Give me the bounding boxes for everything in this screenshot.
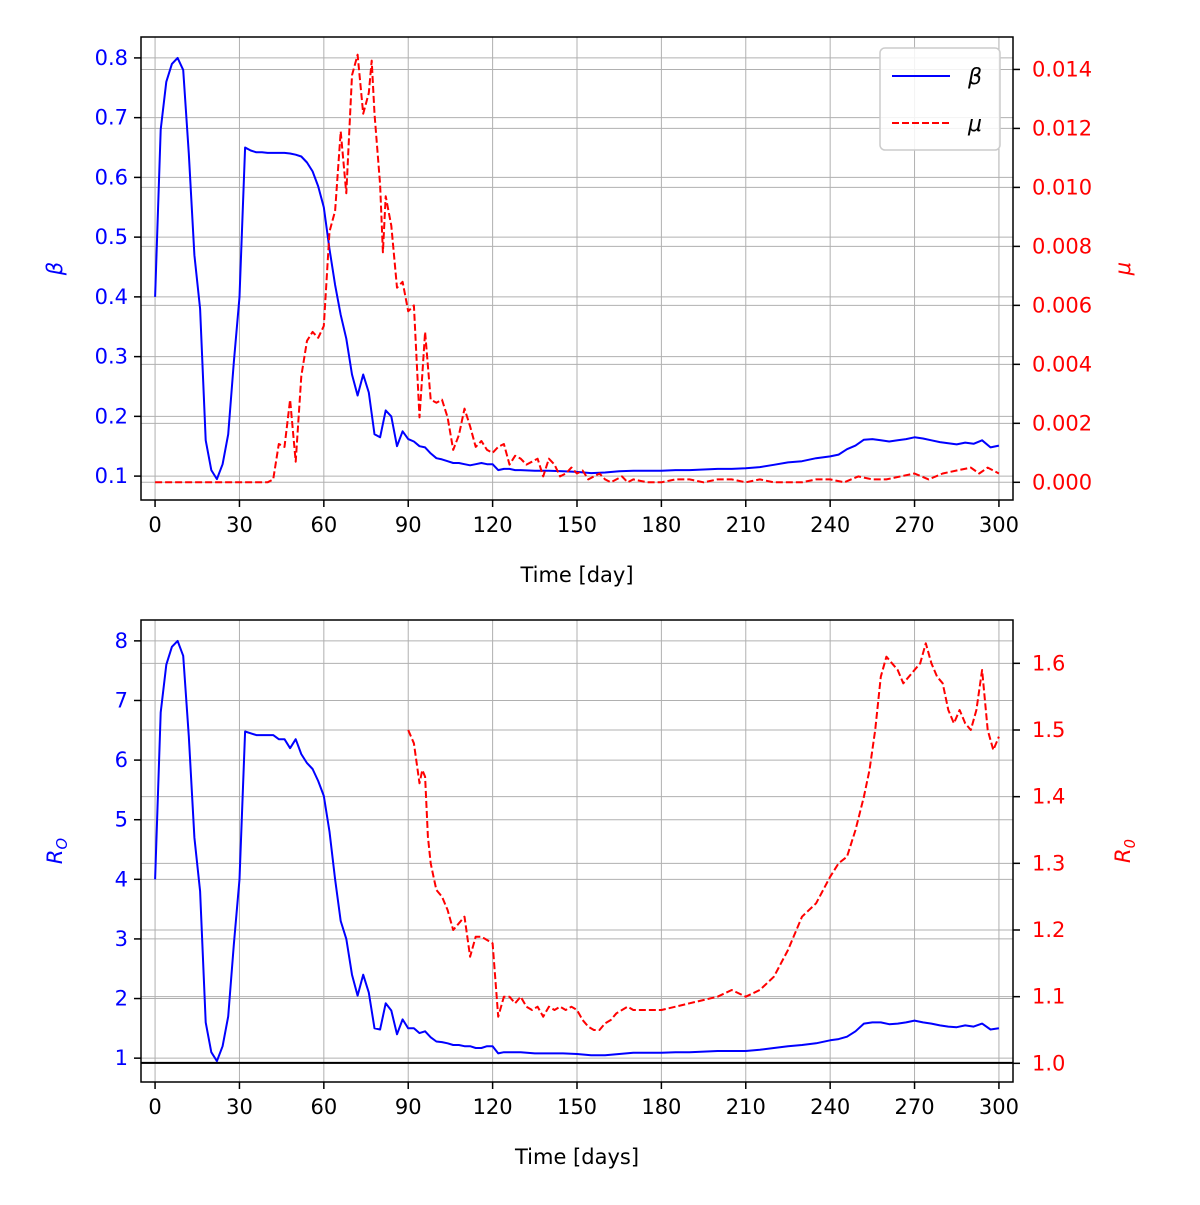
x-tick-label: 90 — [395, 513, 422, 537]
y-tick-label-left: 0.7 — [95, 106, 128, 130]
x-tick-label: 180 — [641, 513, 681, 537]
y-tick-label-left: 8 — [115, 629, 128, 653]
y-tick-label-right: 1.6 — [1032, 651, 1065, 675]
x-axis-label: Time [days] — [514, 1145, 639, 1169]
x-tick-label: 120 — [473, 513, 513, 537]
x-tick-label: 210 — [726, 1095, 766, 1119]
y-axis-label-left: β — [43, 262, 67, 276]
y-tick-label-right: 0.012 — [1032, 116, 1092, 140]
y-axis-label-right: μ — [1111, 262, 1135, 276]
x-tick-label: 150 — [557, 1095, 597, 1119]
x-tick-label: 270 — [895, 513, 935, 537]
legend-label: μ — [967, 112, 982, 137]
series-line-left — [154, 639, 1000, 1063]
x-tick-label: 60 — [310, 513, 337, 537]
y-tick-label-left: 3 — [115, 927, 128, 951]
y-tick-label-left: 2 — [115, 987, 128, 1011]
y-tick-label-right: 1.1 — [1032, 985, 1065, 1009]
series-line-right — [155, 53, 1000, 484]
y-tick-label-right: 1.5 — [1032, 718, 1065, 742]
y-tick-label-left: 6 — [115, 748, 128, 772]
chart-panel-1: 0 30 60 90 120 150 180 210 240 270 300 0.1 0.2 0.3 0.4… — [43, 36, 1135, 587]
y-tick-label-right: 0.002 — [1032, 411, 1092, 435]
y-tick-label-left: 1 — [115, 1046, 128, 1070]
y-tick-label-right: 1.2 — [1032, 918, 1065, 942]
y-tick-label-left: 4 — [115, 867, 128, 891]
chart-panel-2: 0 30 60 90 120 150 180 210 240 270 300 1 2 3 4 5 6 7 8 1.0 1… — [43, 619, 1139, 1169]
y-tick-label-right: 0.010 — [1032, 175, 1092, 199]
x-tick-label: 270 — [895, 1095, 935, 1119]
x-tick-label: 240 — [810, 1095, 850, 1119]
x-tick-label: 150 — [557, 513, 597, 537]
x-tick-label: 240 — [810, 513, 850, 537]
y-tick-label-right: 0.004 — [1032, 352, 1092, 376]
x-tick-label: 30 — [226, 513, 253, 537]
y-tick-label-right: 1.4 — [1032, 785, 1065, 809]
legend-box — [879, 47, 1001, 151]
y-axis-label-right: R0 — [1111, 839, 1139, 863]
y-tick-label-left: 0.4 — [95, 285, 128, 309]
y-tick-label-left: 0.1 — [95, 464, 128, 488]
y-tick-label-left: 0.3 — [95, 345, 128, 369]
y-tick-label-left: 0.2 — [95, 404, 128, 428]
x-tick-label: 300 — [979, 513, 1019, 537]
y-tick-label-right: 1.3 — [1032, 851, 1065, 875]
x-axis-label: Time [day] — [519, 563, 633, 587]
legend-label: β — [967, 65, 982, 90]
y-tick-label-left: 0.5 — [95, 225, 128, 249]
y-tick-label-right: 0.008 — [1032, 234, 1092, 258]
x-tick-label: 210 — [726, 513, 766, 537]
y-tick-label-right: 0.014 — [1032, 57, 1092, 81]
y-tick-label-left: 7 — [115, 688, 128, 712]
y-tick-label-right: 1.0 — [1032, 1051, 1065, 1075]
y-tick-label-left: 0.6 — [95, 165, 128, 189]
x-tick-label: 120 — [473, 1095, 513, 1119]
x-tick-label: 300 — [979, 1095, 1019, 1119]
y-axis-label-left: RO — [43, 838, 71, 864]
y-tick-label-right: 0.006 — [1032, 293, 1092, 317]
series-line-right — [407, 642, 1000, 1031]
x-tick-label: 0 — [148, 1095, 161, 1119]
x-tick-label: 60 — [310, 1095, 337, 1119]
x-tick-label: 30 — [226, 1095, 253, 1119]
x-tick-label: 90 — [395, 1095, 422, 1119]
x-tick-label: 0 — [148, 513, 161, 537]
series-line-left — [154, 56, 1000, 481]
y-tick-label-right: 0.000 — [1032, 470, 1092, 494]
x-tick-label: 180 — [641, 1095, 681, 1119]
y-tick-label-left: 5 — [115, 808, 128, 832]
legend: βμ — [879, 47, 1001, 151]
y-tick-label-left: 0.8 — [95, 46, 128, 70]
